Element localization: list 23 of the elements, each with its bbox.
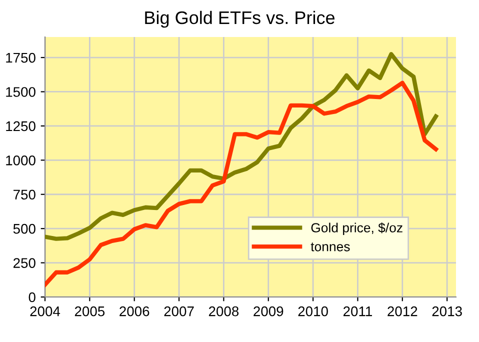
x-tick-label: 2004 (30, 306, 60, 316)
legend-label: tonnes (310, 242, 350, 252)
y-tick-label: 500 (13, 224, 36, 234)
y-tick-label: 1750 (6, 52, 36, 63)
line-series (45, 52, 438, 241)
y-tick-label: 1000 (6, 155, 36, 166)
x-tick-label: 2008 (208, 306, 239, 316)
y-tick-label: 250 (14, 258, 36, 268)
x-tick-label: 2007 (164, 306, 194, 316)
x-tick-label: 2005 (74, 306, 105, 316)
x-tick-label: 2013 (432, 306, 462, 316)
x-tick-label: 2009 (254, 306, 284, 316)
x-tick-label: 2006 (120, 306, 150, 316)
x-tick-label: 2011 (343, 306, 372, 316)
chart-title: Big Gold ETFs vs. Price (145, 10, 335, 28)
line-series (45, 80, 438, 287)
legend-label: Gold price, $/oz (311, 222, 402, 236)
x-tick-label: 2012 (388, 306, 418, 316)
y-tick-label: 0 (28, 292, 36, 302)
y-tick-label: 1250 (6, 121, 36, 132)
x-tick-label: 2010 (298, 306, 328, 316)
y-tick-label: 1500 (6, 87, 36, 97)
y-tick-label: 750 (14, 190, 36, 200)
